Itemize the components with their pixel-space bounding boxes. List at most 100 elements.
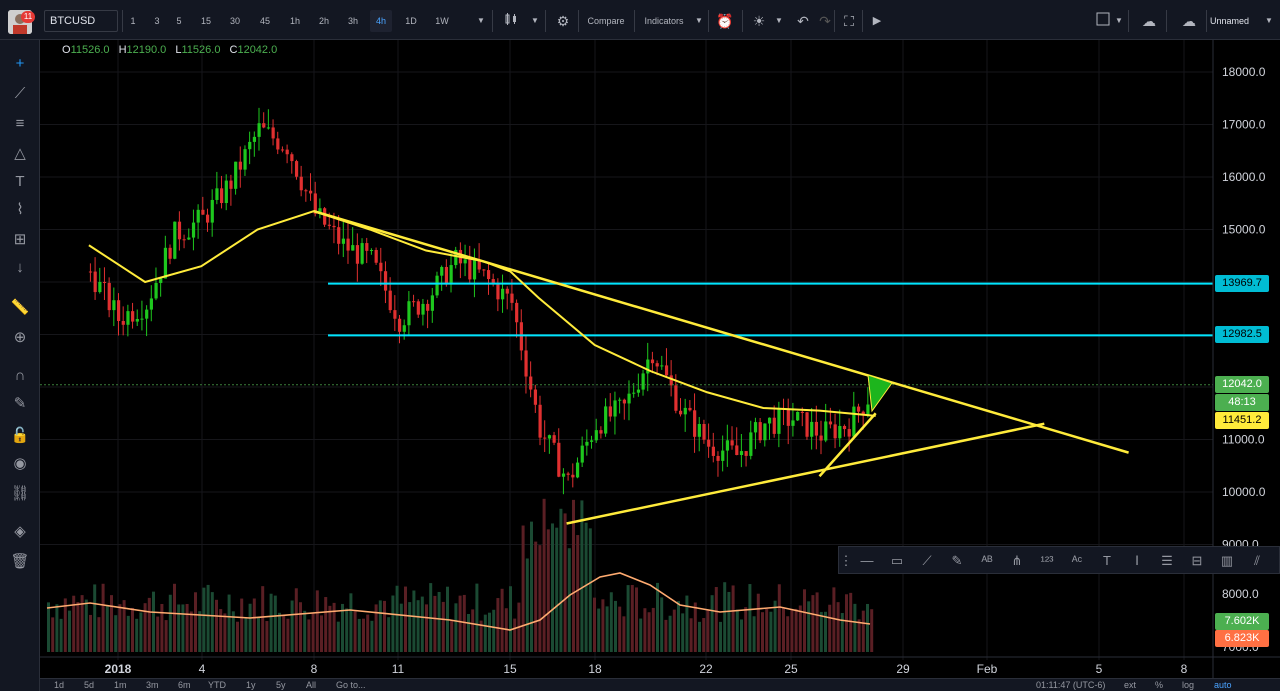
candle-body: [182, 239, 186, 241]
candle-body: [735, 445, 739, 456]
candle-body: [285, 149, 289, 155]
interval-5-button[interactable]: 5: [176, 16, 182, 26]
measure-icon[interactable]: ⊞: [13, 231, 27, 248]
symbol-search-input[interactable]: BTCUSD: [44, 10, 118, 32]
trendline-icon[interactable]: ⟋: [14, 85, 26, 102]
pattern-abc-icon[interactable]: ᴬᶜ: [1071, 553, 1083, 568]
range-5y-button[interactable]: 5y: [276, 680, 286, 690]
ruler-icon[interactable]: 📏: [10, 299, 30, 316]
interval-4h-button[interactable]: 4h: [370, 10, 392, 32]
candle-body: [412, 301, 416, 303]
range-6m-button[interactable]: 6m: [178, 680, 191, 690]
indicators-button[interactable]: Indicators: [644, 16, 684, 26]
volume-bar: [488, 612, 491, 652]
interval-dropdown-chevron-icon[interactable]: ▼: [477, 16, 485, 25]
crosshair-icon[interactable]: +: [15, 55, 25, 72]
range-5d-button[interactable]: 5d: [84, 680, 95, 690]
arrow-down-icon[interactable]: ↓: [16, 259, 24, 276]
link-icon[interactable]: ⛓: [10, 485, 30, 502]
candles-icon[interactable]: [500, 10, 522, 32]
fib-tools-icon[interactable]: ▥: [1220, 553, 1234, 568]
lock-draw-icon[interactable]: ✎: [13, 395, 27, 412]
candle-body: [805, 412, 809, 437]
pen-icon[interactable]: ✎: [951, 553, 963, 568]
chart-type-chevron-icon[interactable]: ▼: [531, 16, 539, 25]
zoom-icon[interactable]: ⊕: [13, 329, 27, 346]
lock-icon[interactable]: 🔓: [10, 427, 30, 444]
text-icon[interactable]: T: [1103, 553, 1111, 568]
candle-body: [660, 365, 664, 367]
price-chart[interactable]: 18000.017000.016000.015000.014000.013000…: [40, 40, 1280, 678]
compare-button[interactable]: Compare: [587, 16, 625, 26]
indicators-chevron-icon[interactable]: ▼: [695, 16, 703, 25]
candle-body: [650, 359, 655, 364]
eye-icon[interactable]: ◉: [13, 455, 27, 472]
fib-icon[interactable]: ≡: [15, 115, 25, 132]
candle-body: [716, 455, 720, 461]
volume-bar: [97, 617, 101, 652]
candle-body: [608, 406, 612, 417]
percent-toggle[interactable]: %: [1155, 680, 1164, 690]
fib-fan-icon[interactable]: ⫽: [1254, 553, 1260, 568]
pattern-123-icon[interactable]: ¹²³: [1040, 553, 1054, 568]
interval-1-button[interactable]: 1: [130, 16, 136, 26]
candle-body: [786, 409, 790, 426]
bulb-icon[interactable]: ☀: [752, 13, 766, 29]
pattern-icon[interactable]: △: [14, 145, 26, 162]
interval-1h-button[interactable]: 1h: [289, 16, 300, 26]
log-toggle[interactable]: log: [1182, 680, 1195, 690]
alert-icon[interactable]: ⏰: [716, 13, 734, 29]
play-icon[interactable]: ▶: [872, 15, 882, 27]
hline-price-badge: 12982.5: [1215, 326, 1269, 343]
redo-icon[interactable]: ↷: [819, 13, 831, 29]
fib-ext-icon[interactable]: ⊟: [1191, 553, 1203, 568]
range-1d-button[interactable]: 1d: [54, 680, 65, 690]
fork-icon[interactable]: ⋔: [1011, 553, 1023, 568]
gann-icon[interactable]: ⌇: [16, 201, 24, 218]
goto-button[interactable]: Go to...: [336, 680, 366, 690]
layout-icon[interactable]: [1092, 10, 1114, 32]
interval-1w-button[interactable]: 1W: [435, 16, 449, 26]
candle-body: [505, 288, 509, 294]
pattern-ab-icon[interactable]: ᴬᴮ: [981, 553, 993, 568]
auto-toggle[interactable]: auto: [1214, 680, 1232, 690]
cloud-icon[interactable]: ☁: [1142, 13, 1156, 29]
grip-icon[interactable]: ⋮: [839, 553, 853, 568]
layout-name-chevron-icon[interactable]: ▼: [1265, 16, 1273, 25]
range-all-button[interactable]: All: [306, 680, 317, 690]
trash-icon[interactable]: 🗑: [10, 553, 30, 570]
fullscreen-icon[interactable]: ⛶: [844, 13, 854, 29]
volume-bar: [605, 606, 609, 652]
fib-levels-icon[interactable]: ☰: [1161, 553, 1173, 568]
ext-toggle[interactable]: ext: [1124, 680, 1137, 690]
magnet-icon[interactable]: ∩: [14, 367, 26, 384]
interval-45-button[interactable]: 45: [259, 16, 270, 26]
candle-body: [571, 474, 575, 478]
range-1y-button[interactable]: 1y: [246, 680, 256, 690]
interval-15-button[interactable]: 15: [200, 16, 211, 26]
bulb-chevron-icon[interactable]: ▼: [775, 16, 783, 25]
rect-icon[interactable]: ▭: [890, 553, 904, 568]
text-anchor-icon[interactable]: Ⅰ: [1135, 553, 1139, 568]
range-3m-button[interactable]: 3m: [146, 680, 159, 690]
range-ytd-button[interactable]: YTD: [208, 680, 226, 690]
line-icon[interactable]: —: [860, 553, 874, 568]
trendline-icon[interactable]: ⟋: [922, 553, 932, 568]
close-value: 12042.0: [237, 44, 278, 56]
text-icon[interactable]: T: [15, 173, 25, 190]
settings-icon[interactable]: ⚙: [556, 13, 570, 29]
candle-body: [229, 180, 233, 189]
layout-chevron-icon[interactable]: ▼: [1115, 16, 1123, 25]
interval-3h-button[interactable]: 3h: [347, 16, 358, 26]
interval-1d-button[interactable]: 1D: [405, 16, 417, 26]
layout-name-button[interactable]: Unnamed: [1210, 16, 1250, 26]
undo-icon[interactable]: ↶: [797, 13, 809, 29]
interval-3-button[interactable]: 3: [154, 16, 160, 26]
interval-2h-button[interactable]: 2h: [318, 16, 329, 26]
layers-icon[interactable]: ◈: [14, 523, 26, 540]
range-1m-button[interactable]: 1m: [114, 680, 127, 690]
volume-bar: [168, 594, 172, 652]
interval-30-button[interactable]: 30: [229, 16, 240, 26]
time-tick-label: 4: [199, 662, 206, 676]
cloud-upload-icon[interactable]: ☁: [1182, 13, 1196, 29]
